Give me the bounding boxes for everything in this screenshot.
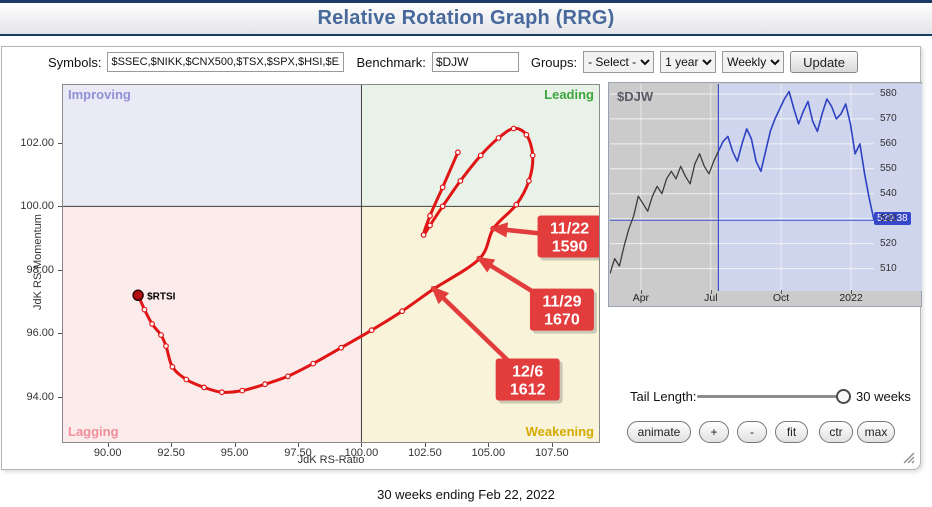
quadrant-label-improving: Improving: [68, 87, 131, 102]
rrg-x-tick-label: 107.50: [534, 447, 569, 459]
svg-text:1670: 1670: [544, 312, 580, 329]
djw-y-tick-label: 570: [880, 112, 897, 124]
djw-y-tick-label: 580: [880, 87, 897, 99]
groups-label: Groups:: [530, 54, 578, 70]
rrg-y-tick-label: 96.00: [26, 327, 54, 340]
svg-text:11/29: 11/29: [542, 294, 581, 311]
symbols-input[interactable]: [107, 52, 345, 72]
x-axis-title: JdK RS-Ratio: [297, 454, 365, 466]
rrg-x-tick-mark: [171, 443, 173, 447]
zoom-in-button[interactable]: +: [699, 421, 729, 443]
rrg-x-tick-label: 90.00: [93, 447, 122, 459]
rrg-y-tick-label: 98.00: [26, 263, 54, 276]
page-title: Relative Rotation Graph (RRG): [317, 7, 615, 29]
djw-x-tick-label: Jul: [704, 292, 718, 304]
rrg-x-tick-label: 97.50: [284, 447, 312, 459]
rrg-x-tick-mark: [551, 443, 553, 447]
djw-x-tick-label: 2022: [839, 292, 863, 304]
djw-x-tick-mark: [851, 290, 853, 294]
update-button[interactable]: Update: [790, 51, 859, 73]
rrg-y-tick-label: 94.00: [26, 390, 54, 403]
djw-y-tick-label: 520: [880, 237, 897, 249]
svg-text:11/22: 11/22: [550, 220, 589, 237]
app-header: Relative Rotation Graph (RRG): [0, 0, 932, 36]
svg-text:1590: 1590: [552, 238, 588, 255]
rtsi-head-label: $RTSI: [147, 291, 176, 302]
djw-y-tick-label: 540: [880, 187, 897, 199]
rrg-x-tick-label: 95.00: [220, 447, 249, 459]
djw-y-tick-label: 550: [880, 162, 897, 174]
tail-length-slider-track[interactable]: [697, 395, 845, 398]
rrg-y-tick-mark: [58, 269, 62, 271]
benchmark-chart-title: $DJW: [617, 89, 654, 104]
last-price-badge: 529.38: [874, 212, 911, 226]
quadrant-label-weakening: Weakening: [525, 424, 594, 439]
djw-x-tick-mark: [781, 290, 783, 294]
svg-text:12/6: 12/6: [512, 363, 543, 380]
djw-line-past: [610, 151, 719, 274]
benchmark-label: Benchmark:: [356, 54, 426, 70]
djw-x-tick-mark: [710, 290, 712, 294]
rrg-y-tick-mark: [58, 333, 62, 335]
benchmark-chart-panel: $DJW 529.38 510 520 530 540 550 560 570 580 Apr J…: [608, 82, 922, 307]
groups-select[interactable]: - Select -: [583, 51, 655, 73]
rrg-y-tick-mark: [58, 142, 62, 144]
symbols-label: Symbols:: [48, 54, 102, 70]
frequency-select[interactable]: Weekly: [722, 51, 785, 73]
djw-line-highlight: [717, 90, 875, 221]
footer-caption: 30 weeks ending Feb 22, 2022: [377, 487, 555, 502]
rrg-x-tick-mark: [424, 443, 426, 447]
rrg-x-tick-mark: [234, 443, 236, 447]
rrg-y-tick-mark: [58, 396, 62, 398]
period-select[interactable]: 1 year: [660, 51, 717, 73]
rrg-y-tick-mark: [58, 206, 62, 208]
benchmark-chart-canvas[interactable]: [610, 84, 922, 291]
toolbar: Symbols: Benchmark: Groups: - Select - 1…: [0, 51, 932, 73]
quadrant-label-leading: Leading: [544, 87, 594, 102]
animate-button[interactable]: animate: [627, 421, 691, 443]
quadrant-label-lagging: Lagging: [68, 424, 119, 439]
rrg-y-tick-label: 100.00: [20, 200, 54, 213]
djw-x-tick-label: Apr: [632, 292, 650, 304]
rrg-x-tick-label: 102.50: [408, 447, 442, 459]
rrg-x-tick-mark: [488, 443, 490, 447]
svg-text:1612: 1612: [510, 381, 546, 398]
tail-length-slider-handle[interactable]: [836, 389, 851, 404]
center-button[interactable]: ctr: [819, 421, 853, 443]
tail-length-label: Tail Length:: [630, 389, 697, 404]
max-button[interactable]: max: [857, 421, 895, 443]
rrg-x-tick-mark: [298, 443, 299, 447]
benchmark-input[interactable]: [431, 52, 519, 72]
zoom-out-button[interactable]: -: [737, 421, 767, 443]
fit-button[interactable]: fit: [775, 421, 808, 443]
rrg-x-tick-label: 100.00: [344, 447, 379, 459]
rrg-x-tick-label: 92.50: [157, 447, 185, 459]
djw-y-tick-label: 560: [880, 137, 897, 149]
rrg-x-tick-mark: [107, 443, 109, 447]
resize-handle-icon[interactable]: [901, 450, 915, 464]
rrg-x-tick-label: 105.00: [471, 447, 506, 459]
rtsi-head-marker[interactable]: $RTSI: [132, 289, 176, 302]
djw-y-tick-label: 510: [880, 262, 897, 274]
rrg-y-tick-label: 102.00: [20, 136, 54, 149]
djw-y-tick-label: 530: [880, 212, 897, 224]
djw-x-tick-mark: [640, 290, 642, 294]
tail-length-value: 30 weeks: [856, 389, 911, 404]
djw-x-tick-label: Oct: [772, 292, 790, 304]
rrg-x-tick-mark: [361, 443, 363, 447]
